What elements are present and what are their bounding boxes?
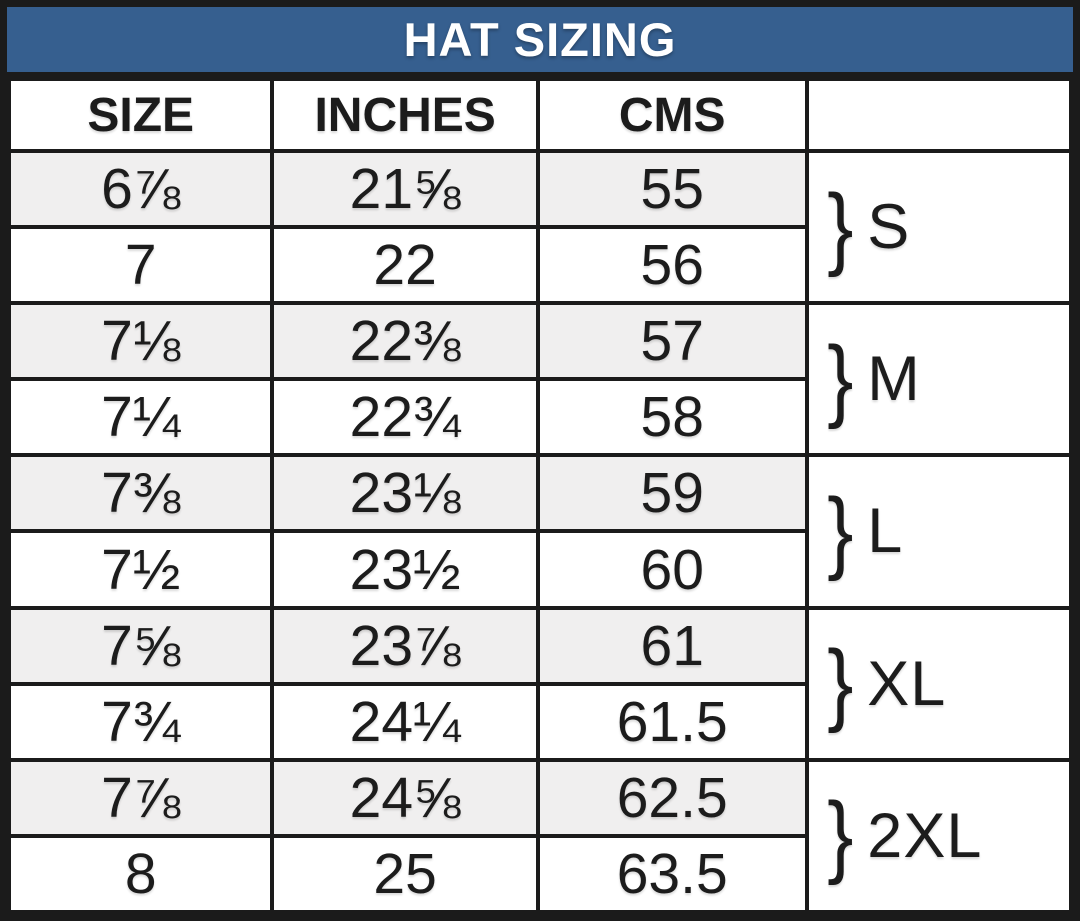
group-cell-l: } L xyxy=(804,453,1073,610)
cms-cell: 61 xyxy=(535,605,809,686)
hat-size-table: SIZE INCHES CMS 6⅞ 21⅝ 55 } S 7 2 xyxy=(7,77,1073,914)
inches-cell: 24¼ xyxy=(270,681,540,762)
size-cell: 7¼ xyxy=(7,377,275,458)
table-row: 7½ 23½ 60 xyxy=(7,529,1071,610)
brace-icon: } xyxy=(826,175,853,278)
inches-cell: 22¾ xyxy=(270,377,540,458)
inches-cell: 24⅝ xyxy=(270,757,540,838)
cms-cell: 56 xyxy=(535,225,809,306)
group-cell-m: } M xyxy=(804,301,1073,458)
group-label: 2XL xyxy=(867,800,983,871)
group-cell-xl: } XL xyxy=(804,605,1073,762)
table-row: 7⅝ 23⅞ 61 } XL xyxy=(7,605,1073,762)
inches-cell: 22 xyxy=(270,225,540,306)
size-cell: 7⅞ xyxy=(7,757,275,838)
col-header-cms: CMS xyxy=(535,77,809,153)
col-header-group xyxy=(804,77,1073,153)
size-cell: 7½ xyxy=(7,529,275,610)
group-cell-s: } S xyxy=(804,148,1073,306)
table-row: 7¾ 24¼ 61.5 xyxy=(7,681,1071,762)
cms-cell: 59 xyxy=(535,453,809,534)
table-row: 7 22 56 xyxy=(7,225,1071,306)
inches-cell: 21⅝ xyxy=(270,148,540,230)
table-row: 7⅞ 24⅝ 62.5 } 2XL xyxy=(7,757,1073,914)
col-header-size: SIZE xyxy=(7,77,275,153)
table-row: 7¼ 22¾ 58 xyxy=(7,377,1071,458)
table-row: 7⅜ 23⅛ 59 } L xyxy=(7,453,1073,610)
group-label: XL xyxy=(867,648,947,719)
size-cell: 7⅛ xyxy=(7,301,275,382)
inches-cell: 23⅞ xyxy=(270,605,540,686)
size-cell: 7⅜ xyxy=(7,453,275,534)
inches-cell: 25 xyxy=(270,833,540,914)
cms-cell: 58 xyxy=(535,377,809,458)
inches-cell: 23½ xyxy=(270,529,540,610)
size-cell: 7 xyxy=(7,225,275,306)
cms-cell: 60 xyxy=(535,529,809,610)
brace-icon: } xyxy=(826,632,853,735)
size-cell: 6⅞ xyxy=(7,148,275,230)
page-title: HAT SIZING xyxy=(403,13,677,66)
group-label: S xyxy=(867,192,911,263)
table-row: 6⅞ 21⅝ 55 } S xyxy=(7,148,1073,306)
cms-cell: 63.5 xyxy=(535,833,809,914)
size-cell: 8 xyxy=(7,833,275,914)
cms-cell: 61.5 xyxy=(535,681,809,762)
cms-cell: 57 xyxy=(535,301,809,382)
inches-cell: 22⅜ xyxy=(270,301,540,382)
table-row: 8 25 63.5 xyxy=(7,833,1071,914)
header-row: SIZE INCHES CMS xyxy=(7,77,1073,153)
group-label: M xyxy=(867,344,921,415)
title-bar: HAT SIZING xyxy=(7,7,1073,77)
brace-icon: } xyxy=(826,480,853,583)
brace-icon: } xyxy=(826,327,853,430)
group-label: L xyxy=(867,496,904,567)
size-cell: 7⅝ xyxy=(7,605,275,686)
group-cell-2xl: } 2XL xyxy=(804,757,1073,914)
brace-icon: } xyxy=(826,784,853,887)
table-header: SIZE INCHES CMS xyxy=(7,77,1073,153)
table-row: 7⅛ 22⅜ 57 } M xyxy=(7,301,1073,458)
inches-cell: 23⅛ xyxy=(270,453,540,534)
cms-cell: 55 xyxy=(535,148,809,230)
cms-cell: 62.5 xyxy=(535,757,809,838)
col-header-inches: INCHES xyxy=(270,77,540,153)
size-cell: 7¾ xyxy=(7,681,275,762)
